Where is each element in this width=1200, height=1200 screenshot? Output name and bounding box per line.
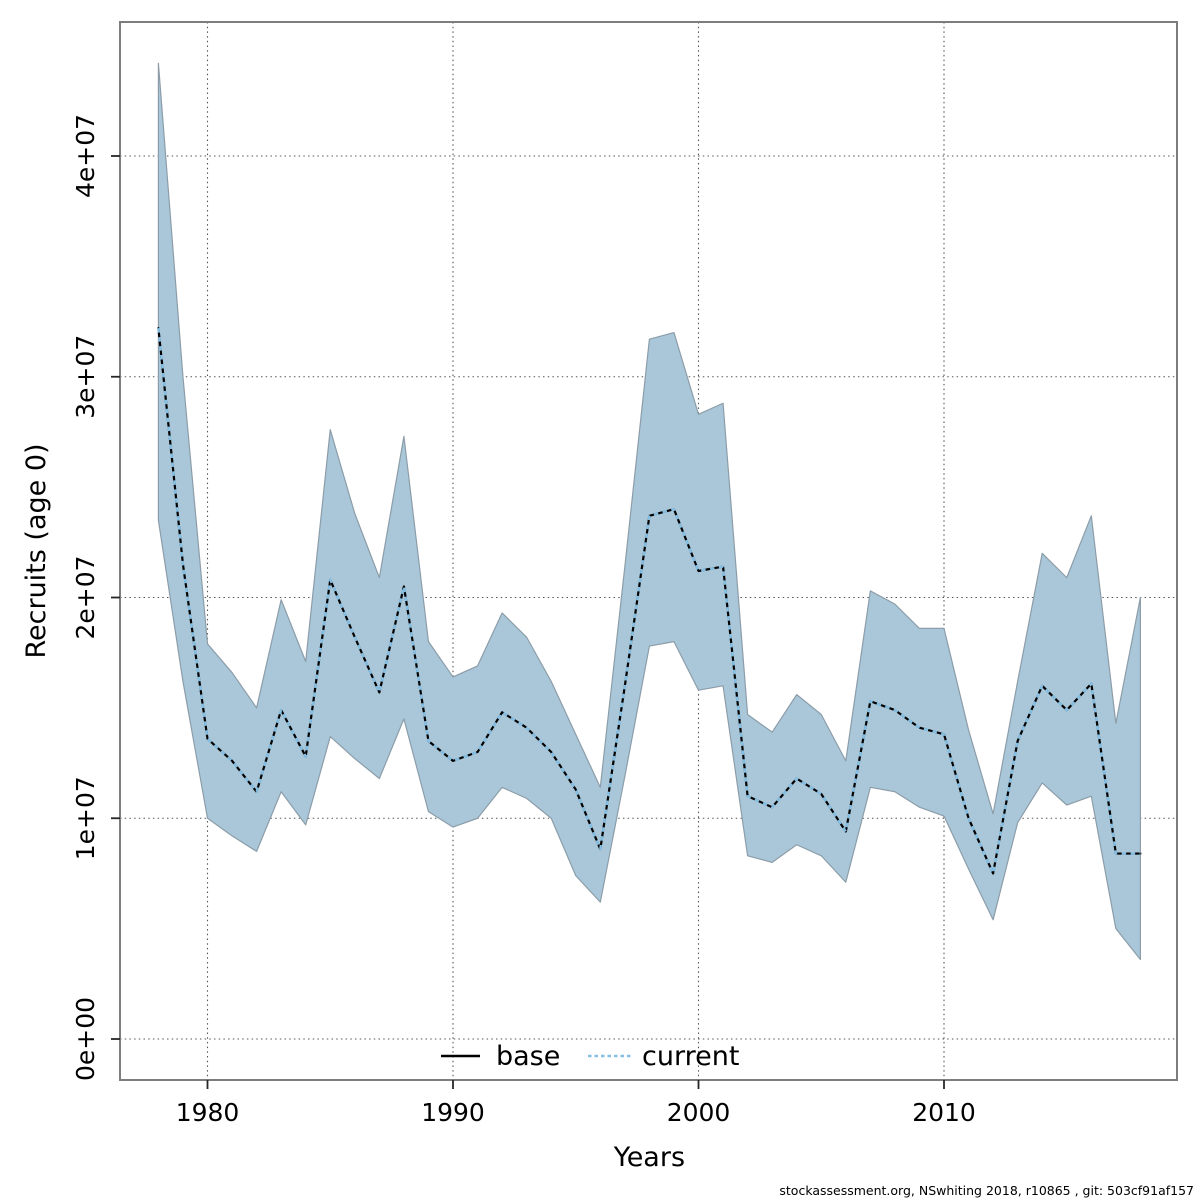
x-tick-label: 1990: [421, 1098, 485, 1127]
x-tick-label: 1980: [176, 1098, 240, 1127]
x-tick-label: 2010: [912, 1098, 976, 1127]
legend: base current: [441, 1041, 739, 1072]
y-axis-title: Recruits (age 0): [21, 443, 52, 658]
y-tick-label: 3e+07: [71, 335, 100, 419]
y-tick-label: 1e+07: [71, 776, 100, 860]
confidence-band: [157, 62, 1142, 961]
y-tick-label: 0e+00: [71, 997, 100, 1081]
watermark-text: stockassessment.org, NSwhiting 2018, r10…: [779, 1183, 1194, 1198]
legend-base-label: base: [496, 1041, 560, 1072]
y-tick-label: 2e+07: [71, 555, 100, 639]
legend-current-label: current: [642, 1041, 739, 1072]
x-axis-title: Years: [613, 1142, 685, 1173]
x-tick-label: 2000: [667, 1098, 731, 1127]
y-tick-label: 4e+07: [71, 114, 100, 198]
current-line: [157, 328, 1141, 875]
plot-box: [119, 21, 1178, 1081]
